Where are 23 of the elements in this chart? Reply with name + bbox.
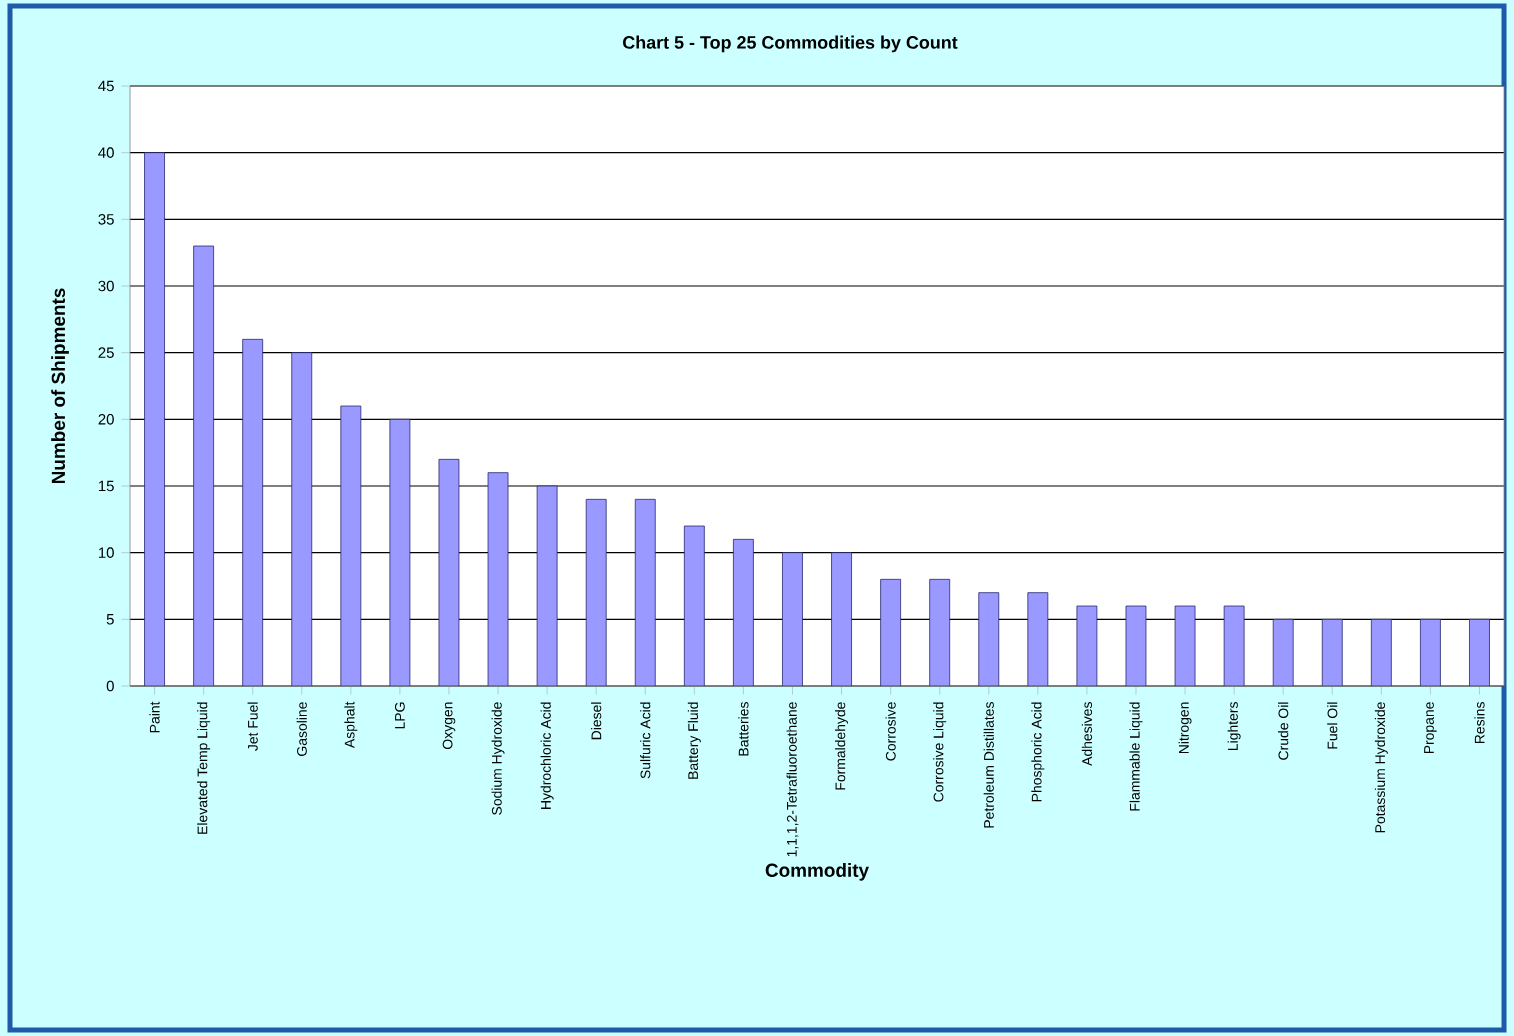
bar bbox=[585, 498, 607, 686]
y-axis-title: Number of Shipments bbox=[51, 288, 69, 484]
bar bbox=[929, 578, 951, 686]
bar bbox=[242, 338, 264, 686]
bar bbox=[782, 552, 803, 686]
bar bbox=[683, 525, 705, 686]
bar bbox=[1272, 618, 1294, 686]
bar bbox=[634, 498, 656, 686]
bar bbox=[1321, 618, 1343, 686]
x-axis-title: Commodity bbox=[765, 863, 869, 881]
bar bbox=[1027, 592, 1049, 686]
bar bbox=[144, 152, 165, 686]
bar bbox=[831, 552, 852, 686]
chart-title: Chart 5 - Top 25 Commodities by Count bbox=[623, 35, 958, 53]
bar bbox=[978, 592, 1000, 686]
bar bbox=[1420, 618, 1441, 686]
bar bbox=[1469, 618, 1490, 686]
bar bbox=[880, 578, 902, 686]
bar bbox=[1370, 618, 1392, 686]
bar bbox=[193, 245, 215, 686]
bar bbox=[733, 538, 754, 686]
bar bbox=[340, 405, 362, 686]
bar bbox=[291, 352, 313, 686]
